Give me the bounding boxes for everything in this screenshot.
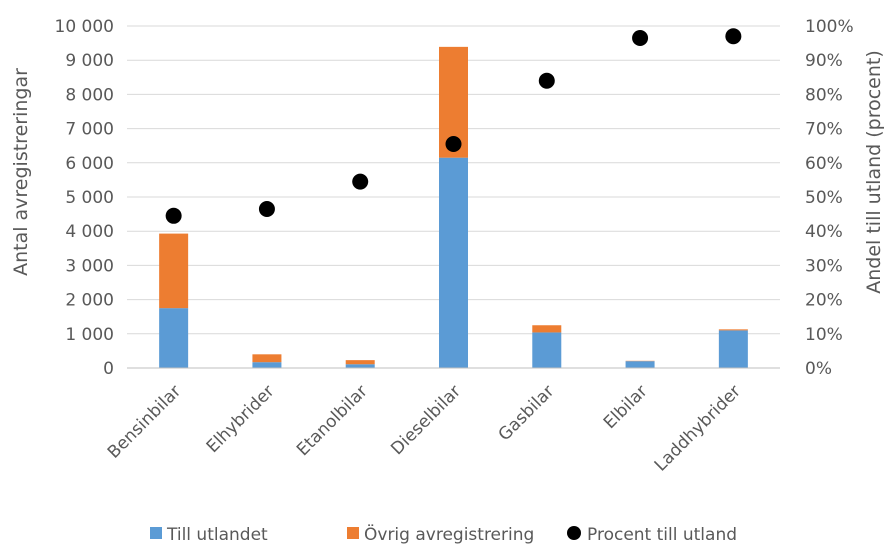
category-label-bensinbilar: Bensinbilar (104, 381, 185, 462)
y2-tick-label: 80% (805, 85, 843, 105)
right-axis-title: Andel till utland (procent) (863, 50, 885, 294)
category-label-etanolbilar: Etanolbilar (293, 381, 372, 460)
y-tick-label: 7 000 (65, 120, 114, 140)
bar-series (159, 46, 748, 368)
y2-tick-label: 100% (805, 17, 854, 37)
bar-ovrig-avregistrering-etanolbilar (345, 360, 375, 365)
marker-elbilar (632, 29, 649, 46)
legend-swatch-ovrig (347, 527, 359, 539)
marker-etanolbilar (352, 173, 369, 190)
category-label-gasbilar: Gasbilar (495, 381, 559, 445)
category-label-laddhybrider: Laddhybrider (651, 381, 745, 475)
bar-till-utlandet-bensinbilar (159, 308, 189, 368)
legend-label-ovrig: Övrig avregistrering (364, 523, 534, 545)
marker-bensinbilar (165, 207, 182, 224)
bar-till-utlandet-dieselbilar (439, 157, 468, 368)
bar-till-utlandet-elhybrider (252, 362, 282, 368)
category-label-elbilar: Elbilar (600, 381, 652, 433)
left-axis-ticks: 0 1 000 2 000 3 000 4 000 5 000 6 000 7 000 8 00… (55, 17, 114, 379)
percent-markers (165, 28, 742, 224)
y2-tick-label: 0% (805, 359, 832, 379)
category-label-dieselbilar: Dieselbilar (387, 381, 465, 459)
marker-elhybrider (258, 200, 275, 217)
y-tick-label: 0 (103, 359, 114, 379)
y-tick-label: 8 000 (65, 85, 114, 105)
y-tick-label: 9 000 (65, 51, 114, 71)
bar-till-utlandet-gasbilar (532, 332, 562, 368)
category-label-elhybrider: Elhybrider (203, 381, 279, 457)
y-tick-label: 10 000 (55, 17, 114, 37)
y2-tick-label: 60% (805, 154, 843, 174)
category-labels: Bensinbilar Elhybrider Etanolbilar Dieselbi… (104, 381, 745, 475)
legend: Till utlandet Övrig avregistrering Proce… (150, 523, 737, 545)
y2-tick-label: 30% (805, 256, 843, 276)
bar-till-utlandet-etanolbilar (345, 364, 375, 368)
y-tick-label: 3 000 (65, 256, 114, 276)
left-axis-title: Antal avregistreringar (10, 68, 32, 276)
bar-ovrig-avregistrering-laddhybrider (718, 329, 748, 331)
legend-label-till-utlandet: Till utlandet (166, 525, 268, 545)
y2-tick-label: 10% (805, 325, 843, 345)
y2-tick-label: 50% (805, 188, 843, 208)
bar-ovrig-avregistrering-bensinbilar (159, 233, 189, 309)
marker-dieselbilar (445, 135, 462, 152)
marker-gasbilar (538, 72, 555, 89)
y-tick-label: 4 000 (65, 222, 114, 242)
bar-till-utlandet-laddhybrider (718, 330, 748, 368)
y2-tick-label: 20% (805, 291, 843, 311)
marker-laddhybrider (725, 28, 742, 45)
y-tick-label: 2 000 (65, 291, 114, 311)
y-tick-label: 1 000 (65, 325, 114, 345)
bar-ovrig-avregistrering-gasbilar (532, 325, 562, 333)
y-tick-label: 5 000 (65, 188, 114, 208)
bar-ovrig-avregistrering-elhybrider (252, 354, 282, 363)
y2-tick-label: 40% (805, 222, 843, 242)
y-tick-label: 6 000 (65, 154, 114, 174)
legend-label-procent: Procent till utland (587, 525, 737, 545)
bar-till-utlandet-elbilar (625, 361, 655, 368)
legend-marker-procent (567, 526, 581, 540)
right-axis-ticks: 0% 10% 20% 30% 40% 50% 60% 70% 80% 90% 100% (805, 17, 854, 379)
legend-swatch-till-utlandet (150, 527, 162, 539)
y2-tick-label: 90% (805, 51, 843, 71)
y2-tick-label: 70% (805, 120, 843, 140)
